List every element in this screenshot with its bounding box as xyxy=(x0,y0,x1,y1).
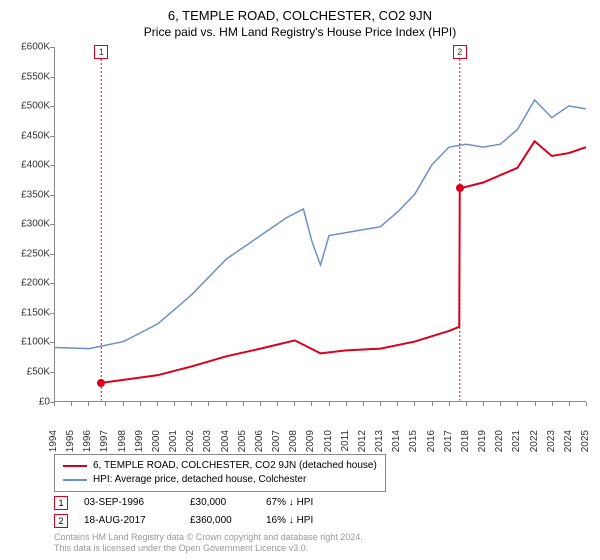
x-axis-label: 2018 xyxy=(460,430,472,452)
x-axis-label: 2022 xyxy=(529,430,541,452)
chart-subtitle: Price paid vs. HM Land Registry's House … xyxy=(10,25,590,39)
event-dot-icon xyxy=(97,379,105,387)
x-axis-label: 2024 xyxy=(563,430,575,452)
x-axis-label: 2013 xyxy=(374,430,386,452)
y-axis-label: £100K xyxy=(10,337,50,348)
x-axis-label: 2002 xyxy=(185,430,197,452)
footer-line: Contains HM Land Registry data © Crown c… xyxy=(54,532,590,543)
x-axis-label: 2007 xyxy=(271,430,283,452)
legend-swatch-property xyxy=(63,465,87,467)
x-axis-label: 2003 xyxy=(202,430,214,452)
event-date: 18-AUG-2017 xyxy=(84,515,174,526)
event-price: £360,000 xyxy=(190,515,250,526)
x-axis-label: 2017 xyxy=(443,430,455,452)
y-axis-label: £400K xyxy=(10,160,50,171)
x-axis-label: 2008 xyxy=(288,430,300,452)
event-row: 2 18-AUG-2017 £360,000 16% ↓ HPI xyxy=(54,512,590,530)
y-axis-label: £550K xyxy=(10,71,50,82)
y-axis-label: £600K xyxy=(10,42,50,53)
event-dot-icon xyxy=(456,184,464,192)
event-diff: 16% ↓ HPI xyxy=(266,515,313,526)
x-axis-label: 1997 xyxy=(99,430,111,452)
y-axis-label: £300K xyxy=(10,219,50,230)
series-line-property xyxy=(101,141,586,383)
event-marker-icon: 1 xyxy=(54,496,68,510)
x-axis-label: 2011 xyxy=(340,430,352,452)
series-line-hpi xyxy=(55,100,586,349)
footer-line: This data is licensed under the Open Gov… xyxy=(54,543,590,554)
x-axis-label: 2010 xyxy=(323,430,335,452)
x-axis-label: 1999 xyxy=(134,430,146,452)
x-axis-label: 1998 xyxy=(117,430,129,452)
x-axis-label: 2023 xyxy=(546,430,558,452)
footer: Contains HM Land Registry data © Crown c… xyxy=(54,532,590,555)
legend: 6, TEMPLE ROAD, COLCHESTER, CO2 9JN (det… xyxy=(54,454,386,492)
x-axis-label: 2006 xyxy=(254,430,266,452)
y-axis-label: £450K xyxy=(10,130,50,141)
y-axis-label: £0 xyxy=(10,396,50,407)
x-axis-label: 2014 xyxy=(391,430,403,452)
x-axis-label: 2019 xyxy=(477,430,489,452)
event-date: 03-SEP-1996 xyxy=(84,497,174,508)
legend-swatch-hpi xyxy=(63,479,87,481)
event-marker-icon: 2 xyxy=(453,45,467,59)
x-axis-label: 2012 xyxy=(357,430,369,452)
y-axis-label: £350K xyxy=(10,189,50,200)
y-axis-label: £250K xyxy=(10,248,50,259)
x-axis-label: 2016 xyxy=(426,430,438,452)
x-axis-label: 2009 xyxy=(305,430,317,452)
y-axis-label: £500K xyxy=(10,101,50,112)
chart-container: 6, TEMPLE ROAD, COLCHESTER, CO2 9JN Pric… xyxy=(0,0,600,560)
x-axis-label: 2015 xyxy=(408,430,420,452)
x-axis-label: 1995 xyxy=(65,430,77,452)
event-row: 1 03-SEP-1996 £30,000 67% ↓ HPI xyxy=(54,494,590,512)
legend-label: 6, TEMPLE ROAD, COLCHESTER, CO2 9JN (det… xyxy=(93,460,377,471)
title-block: 6, TEMPLE ROAD, COLCHESTER, CO2 9JN Pric… xyxy=(10,8,590,39)
x-axis-label: 1996 xyxy=(82,430,94,452)
chart-svg xyxy=(55,47,586,401)
y-axis-label: £150K xyxy=(10,307,50,318)
legend-label: HPI: Average price, detached house, Colc… xyxy=(93,474,306,485)
x-axis-label: 2021 xyxy=(511,430,523,452)
y-axis-label: £200K xyxy=(10,278,50,289)
legend-row: HPI: Average price, detached house, Colc… xyxy=(63,473,377,487)
x-axis-label: 2000 xyxy=(151,430,163,452)
x-axis-label: 2004 xyxy=(220,430,232,452)
plot-area: 12 xyxy=(54,47,586,402)
event-table: 1 03-SEP-1996 £30,000 67% ↓ HPI 2 18-AUG… xyxy=(54,494,590,530)
chart-title: 6, TEMPLE ROAD, COLCHESTER, CO2 9JN xyxy=(10,8,590,23)
chart-area: 12 £0£50K£100K£150K£200K£250K£300K£350K£… xyxy=(10,45,590,450)
x-axis-label: 2001 xyxy=(168,430,180,452)
x-axis-label: 2025 xyxy=(580,430,592,452)
event-price: £30,000 xyxy=(190,497,250,508)
event-marker-icon: 1 xyxy=(94,45,108,59)
x-axis-label: 2020 xyxy=(494,430,506,452)
x-axis-label: 2005 xyxy=(237,430,249,452)
event-marker-icon: 2 xyxy=(54,514,68,528)
x-axis-label: 1994 xyxy=(48,430,60,452)
event-diff: 67% ↓ HPI xyxy=(266,497,313,508)
y-axis-label: £50K xyxy=(10,366,50,377)
legend-row: 6, TEMPLE ROAD, COLCHESTER, CO2 9JN (det… xyxy=(63,459,377,473)
